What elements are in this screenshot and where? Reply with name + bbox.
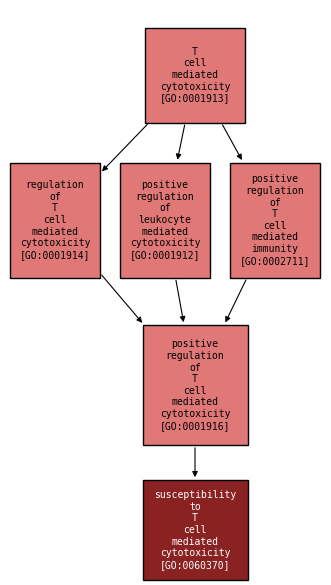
FancyBboxPatch shape	[143, 480, 248, 580]
FancyBboxPatch shape	[143, 325, 248, 445]
Text: T
cell
mediated
cytotoxicity
[GO:0001913]: T cell mediated cytotoxicity [GO:0001913…	[160, 47, 230, 103]
FancyBboxPatch shape	[145, 27, 245, 122]
Text: regulation
of
T
cell
mediated
cytotoxicity
[GO:0001914]: regulation of T cell mediated cytotoxici…	[20, 180, 90, 260]
FancyBboxPatch shape	[120, 163, 210, 277]
Text: positive
regulation
of
leukocyte
mediated
cytotoxicity
[GO:0001912]: positive regulation of leukocyte mediate…	[130, 180, 200, 260]
Text: positive
regulation
of
T
cell
mediated
cytotoxicity
[GO:0001916]: positive regulation of T cell mediated c…	[160, 339, 230, 431]
Text: positive
regulation
of
T
cell
mediated
immunity
[GO:0002711]: positive regulation of T cell mediated i…	[240, 174, 310, 266]
FancyBboxPatch shape	[10, 163, 100, 277]
FancyBboxPatch shape	[230, 163, 320, 277]
Text: susceptibility
to
T
cell
mediated
cytotoxicity
[GO:0060370]: susceptibility to T cell mediated cytoto…	[154, 490, 236, 570]
